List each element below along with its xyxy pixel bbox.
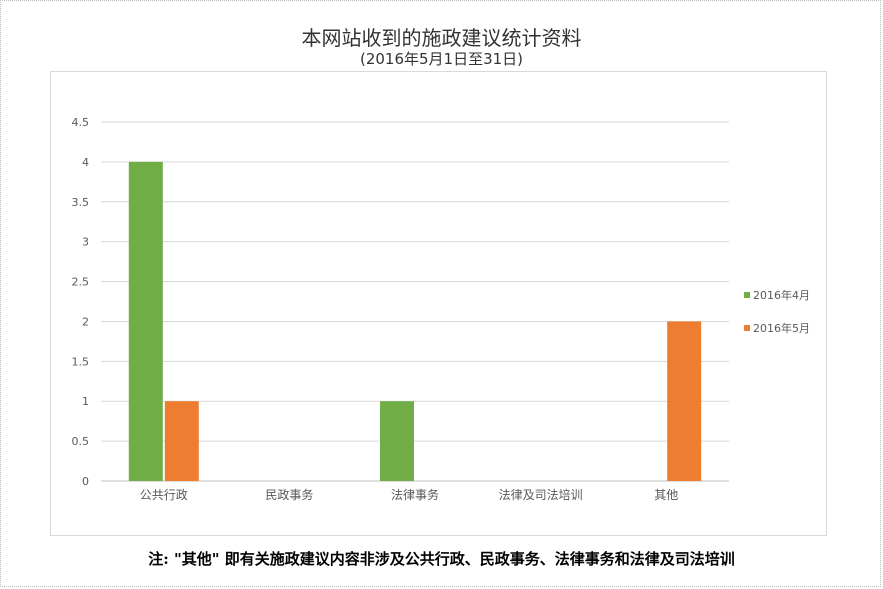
chart-subtitle: (2016年5月1日至31日) — [359, 50, 524, 68]
x-tick-label: 民政事务 — [265, 487, 313, 502]
plot-area-border — [50, 71, 827, 536]
y-tick-label: 0.5 — [72, 435, 90, 448]
y-tick-label: 3.5 — [72, 196, 90, 209]
y-tick-label: 2.5 — [72, 276, 90, 289]
footnote: 注: "其他" 即有关施政建议内容非涉及公共行政、民政事务、法律事务和法律及司法… — [148, 550, 735, 568]
x-tick-label: 其他 — [654, 488, 678, 502]
bar — [667, 321, 702, 481]
legend-swatch — [744, 325, 750, 331]
chart-title: 本网站收到的施政建议统计资料 — [301, 26, 582, 50]
legend-swatch — [744, 292, 750, 298]
y-tick-label: 2 — [82, 315, 89, 328]
y-tick-label: 1.5 — [72, 355, 90, 368]
legend-label: 2016年5月 — [753, 321, 810, 335]
bar — [128, 161, 163, 481]
y-tick-label: 1 — [82, 395, 89, 408]
x-tick-label: 公共行政 — [140, 488, 188, 502]
legend-label: 2016年4月 — [753, 288, 810, 302]
bar — [164, 401, 199, 481]
y-tick-label: 0 — [82, 475, 89, 488]
y-tick-label: 3 — [82, 236, 89, 249]
x-tick-label: 法律及司法培训 — [499, 487, 583, 502]
bar — [380, 401, 414, 481]
y-tick-label: 4 — [82, 156, 89, 169]
x-tick-label: 法律事务 — [391, 487, 439, 502]
y-tick-label: 4.5 — [72, 116, 90, 129]
